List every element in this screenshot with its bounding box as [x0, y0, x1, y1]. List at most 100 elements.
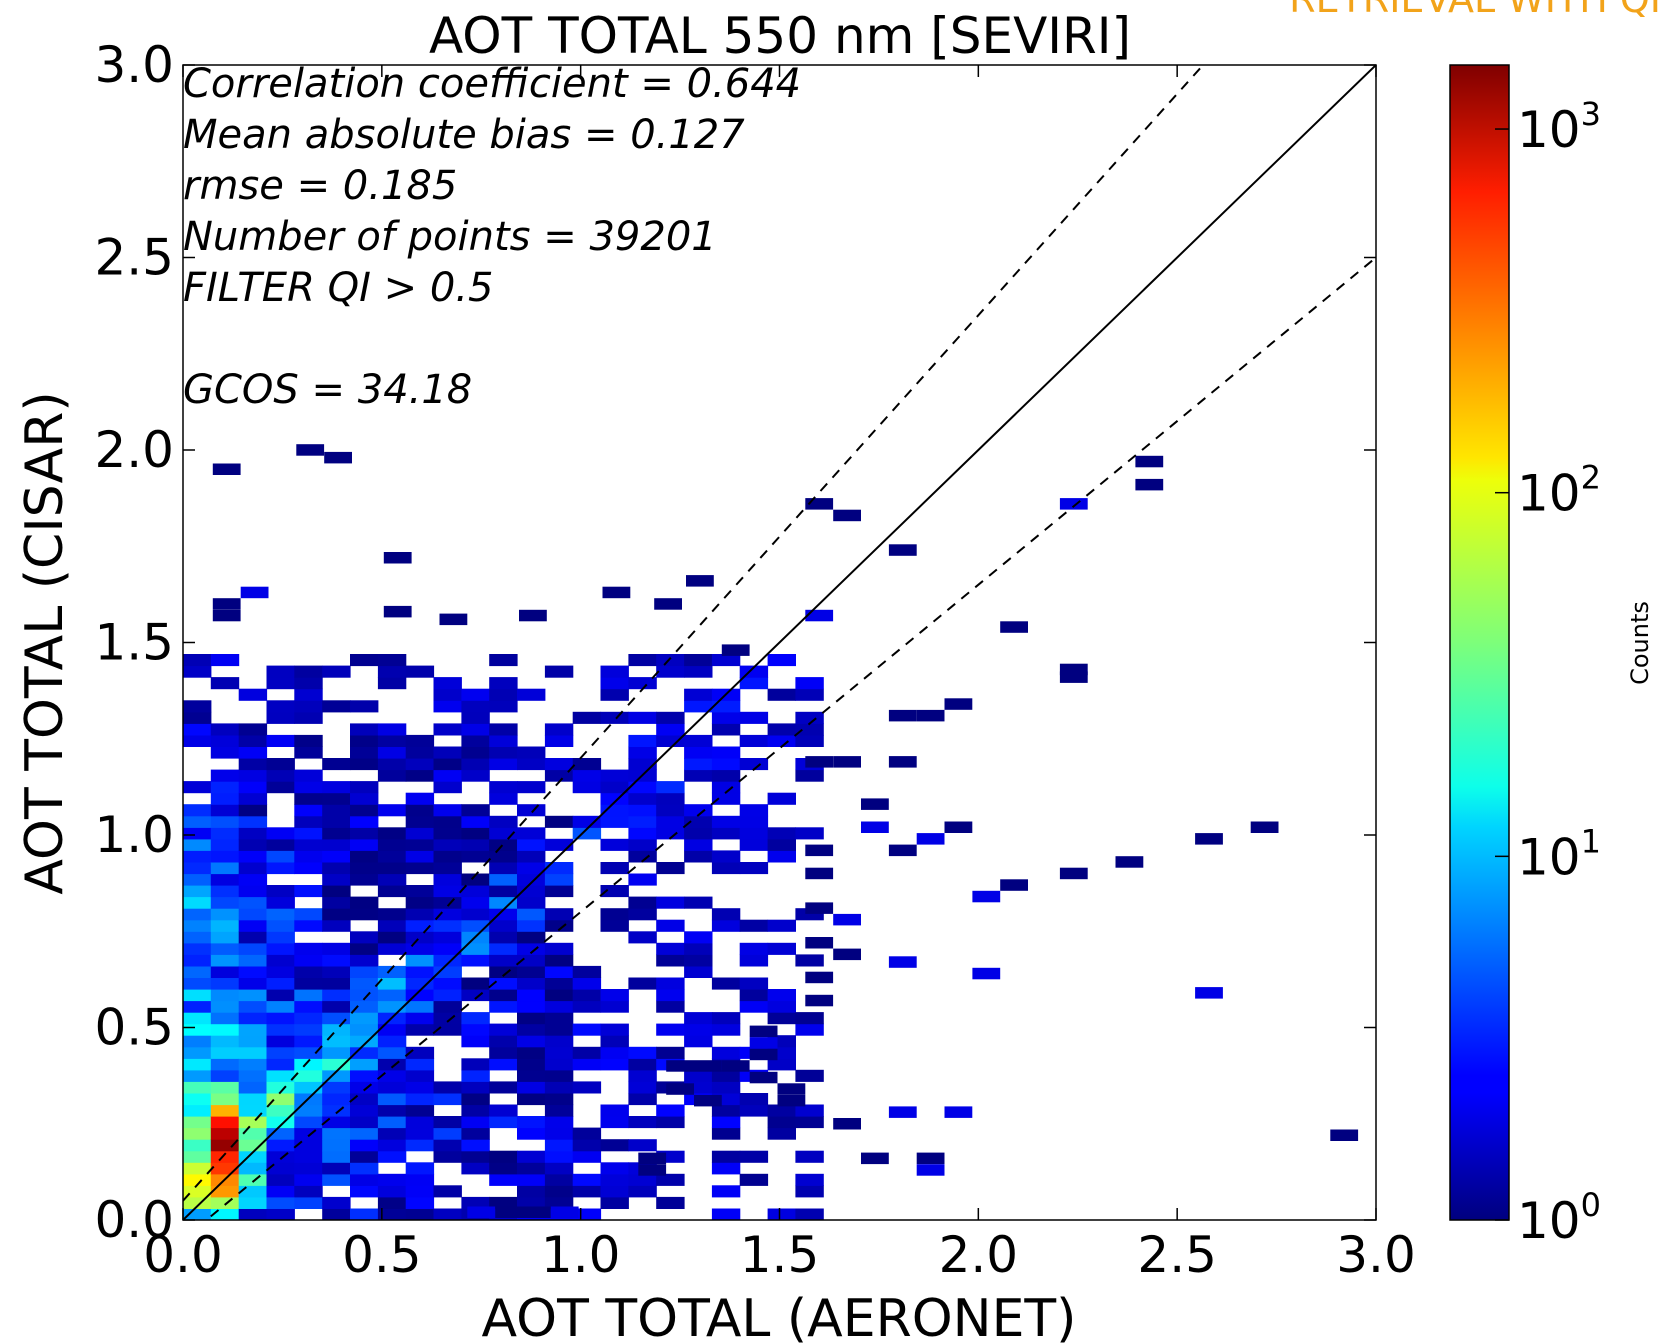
density-cell	[628, 1081, 657, 1094]
density-cell	[183, 711, 212, 724]
density-cell	[322, 1208, 351, 1220]
density-cell	[711, 977, 741, 990]
density-cell	[210, 677, 240, 690]
density-cell	[461, 942, 490, 955]
density-cell	[294, 711, 323, 724]
density-cell	[795, 954, 824, 967]
density-cell	[266, 1139, 295, 1152]
density-cell	[210, 942, 240, 955]
density-cell	[377, 1185, 407, 1198]
density-cell	[183, 723, 212, 736]
density-cell	[266, 827, 295, 840]
density-cell	[350, 815, 379, 828]
density-cell	[656, 1116, 685, 1129]
density-cell	[322, 838, 351, 851]
density-cell	[517, 1162, 546, 1175]
outlier-cell	[1000, 879, 1028, 891]
density-cell	[544, 758, 574, 771]
statistics-annotation-line: rmse = 0.185	[183, 163, 458, 209]
density-cell	[544, 1150, 574, 1163]
outlier-cell	[1330, 1129, 1359, 1141]
density-cell	[210, 1012, 240, 1025]
density-cell	[628, 654, 657, 667]
outlier-cell	[1195, 987, 1223, 999]
outlier-cell	[805, 867, 834, 880]
density-cell	[377, 838, 407, 851]
colorbar-tick-label: 103	[1517, 95, 1601, 159]
density-cell	[183, 954, 212, 967]
density-cell	[795, 1104, 824, 1117]
density-cell	[461, 885, 490, 898]
density-cell	[266, 781, 295, 794]
density-cell	[183, 1208, 212, 1220]
density-cell	[711, 1104, 741, 1117]
density-cell	[377, 1023, 407, 1036]
density-cell	[767, 942, 796, 955]
density-cell	[489, 896, 518, 909]
density-cell	[544, 1046, 574, 1059]
density-cell	[739, 1173, 769, 1186]
density-cell	[322, 989, 351, 1002]
density-cell	[294, 1058, 323, 1071]
density-cell	[711, 815, 741, 828]
density-cell	[377, 827, 407, 840]
density-cell	[572, 965, 602, 978]
density-cell	[656, 919, 685, 932]
density-cell	[377, 654, 407, 667]
density-cell	[600, 711, 629, 724]
density-cell	[238, 862, 268, 875]
density-cell	[183, 838, 212, 851]
density-cell	[461, 1058, 490, 1071]
density-cell	[266, 1023, 295, 1036]
density-cell	[183, 804, 212, 817]
density-cell	[711, 654, 741, 667]
density-cell	[767, 827, 796, 840]
density-cell	[377, 769, 407, 782]
density-cell	[322, 919, 351, 932]
x-tick-label: 2.0	[939, 1226, 1019, 1284]
density-cell	[544, 965, 574, 978]
density-cell	[572, 977, 602, 990]
density-cell	[405, 1000, 435, 1013]
density-cell	[517, 1093, 546, 1106]
density-cell	[628, 792, 657, 805]
density-cell	[405, 908, 435, 921]
colorbar-gradient	[1449, 64, 1510, 1221]
density-cell	[433, 723, 462, 736]
density-cell	[433, 781, 462, 794]
density-cell	[350, 931, 379, 944]
density-cell	[711, 1069, 741, 1082]
density-cell	[350, 954, 379, 967]
density-cell	[377, 931, 407, 944]
density-cell	[238, 954, 268, 967]
density-cell	[489, 1058, 518, 1071]
density-cell	[266, 965, 295, 978]
density-cell	[489, 677, 518, 690]
density-cell	[210, 827, 240, 840]
outlier-cell	[833, 756, 861, 768]
density-cell	[461, 734, 490, 747]
density-cell	[266, 1093, 295, 1106]
outlier-cell	[721, 1060, 750, 1072]
density-cell	[656, 977, 685, 990]
density-cell	[572, 1127, 602, 1140]
density-cell	[377, 885, 407, 898]
density-cell	[294, 977, 323, 990]
density-cell	[322, 954, 351, 967]
density-cell	[266, 908, 295, 921]
density-cell	[433, 838, 462, 851]
density-cell	[210, 804, 240, 817]
outlier-cell	[550, 1206, 579, 1218]
density-cell	[294, 1185, 323, 1198]
density-cell	[711, 862, 741, 875]
outlier-cell	[324, 451, 352, 464]
outlier-cell	[888, 709, 917, 722]
density-cell	[739, 954, 769, 967]
density-cell	[377, 758, 407, 771]
density-cell	[711, 1162, 741, 1175]
retrieval-qi-banner: RETRIEVAL WITH QI	[1289, 0, 1661, 21]
density-cell	[433, 1208, 462, 1220]
density-cell	[517, 1150, 546, 1163]
density-cell	[377, 1081, 407, 1094]
density-cell	[795, 1173, 824, 1186]
